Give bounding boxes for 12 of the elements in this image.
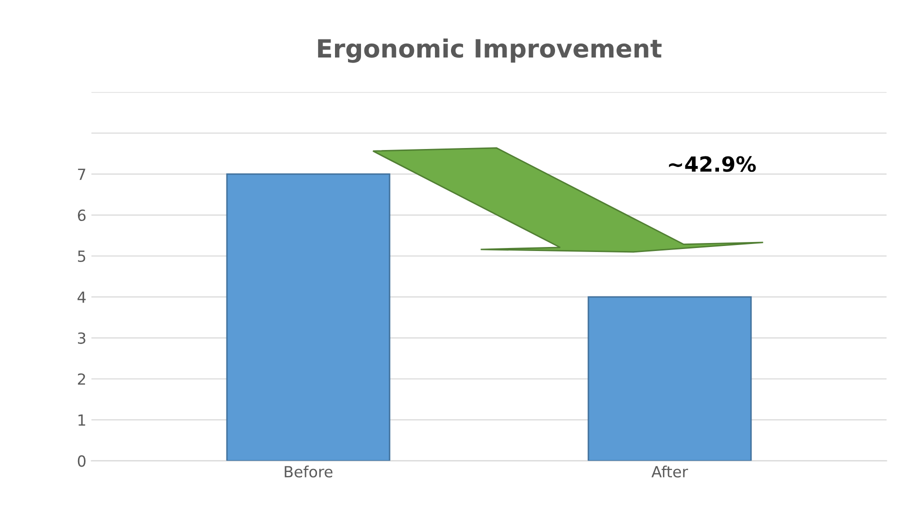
y-tick-label: 1 [78, 414, 86, 426]
y-tick-label: 5 [78, 250, 86, 262]
annotation: ~42.9% [668, 156, 756, 172]
y-tick-label: 4 [78, 292, 86, 303]
chart-title: Ergonomic Improvement [318, 38, 662, 63]
x-tick-label: Before [284, 466, 332, 478]
x-tick-label: After [651, 466, 688, 478]
y-tick-label: 0 [78, 455, 86, 467]
y-tick-label: 6 [78, 210, 86, 222]
y-tick-label: 7 [78, 168, 86, 180]
y-tick-label: 3 [78, 332, 86, 344]
y-tick-label: 2 [78, 373, 86, 385]
